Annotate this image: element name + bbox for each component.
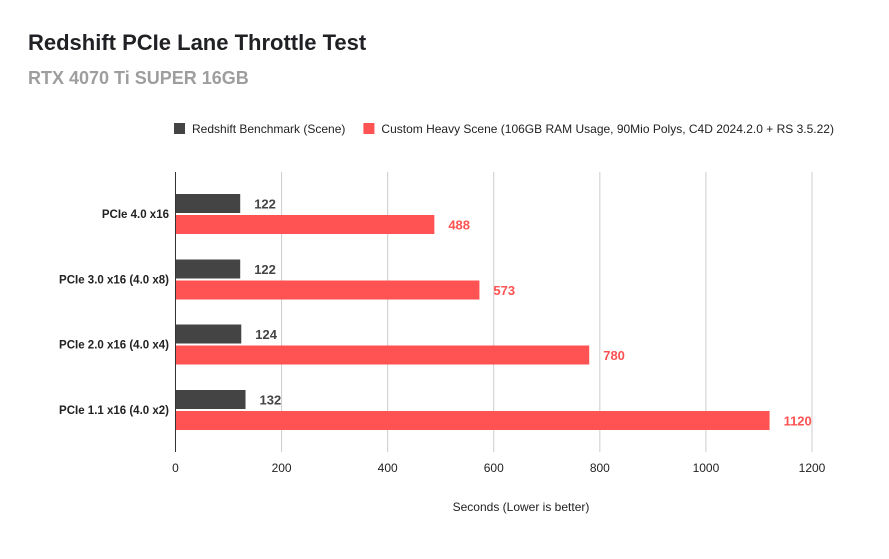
x-tick-label: 1000 xyxy=(693,461,720,475)
legend-swatch-1 xyxy=(174,123,185,134)
legend-label-2: Custom Heavy Scene (106GB RAM Usage, 90M… xyxy=(381,122,834,136)
y-category-label: PCIe 2.0 x16 (4.0 x4) xyxy=(59,340,169,352)
data-label-heavy-scene: 573 xyxy=(493,283,515,298)
data-label-benchmark: 122 xyxy=(254,262,276,277)
y-category-label: PCIe 4.0 x16 xyxy=(102,209,169,221)
x-tick-label: 200 xyxy=(272,461,292,475)
x-tick-label: 1200 xyxy=(799,461,826,475)
bar-heavy-scene xyxy=(175,345,590,365)
data-label-benchmark: 132 xyxy=(260,393,282,408)
bar-heavy-scene xyxy=(175,411,770,430)
bar-heavy-scene xyxy=(175,215,435,234)
y-category-label: PCIe 3.0 x16 (4.0 x8) xyxy=(59,275,169,287)
data-label-benchmark: 124 xyxy=(255,327,277,342)
bar-heavy-scene xyxy=(175,280,480,300)
data-label-heavy-scene: 1120 xyxy=(784,414,812,429)
x-axis-title: Seconds (Lower is better) xyxy=(453,500,590,514)
legend-label-1: Redshift Benchmark (Scene) xyxy=(192,122,345,136)
bar-benchmark xyxy=(175,390,246,409)
bar-benchmark xyxy=(175,194,241,213)
x-tick-label: 600 xyxy=(484,461,504,475)
bar-benchmark xyxy=(175,324,242,344)
y-category-label: PCIe 1.1 x16 (4.0 x2) xyxy=(59,405,169,417)
x-tick-label: 400 xyxy=(378,461,398,475)
chart-subtitle: RTX 4070 Ti SUPER 16GB xyxy=(28,68,249,88)
x-tick-label: 800 xyxy=(590,461,610,475)
legend-swatch-2 xyxy=(363,123,375,134)
data-label-heavy-scene: 488 xyxy=(448,218,470,233)
x-tick-label: 0 xyxy=(172,461,179,475)
chart-title: Redshift PCIe Lane Throttle Test xyxy=(28,30,367,55)
data-label-heavy-scene: 780 xyxy=(603,348,625,363)
data-label-benchmark: 122 xyxy=(254,197,276,212)
bar-benchmark xyxy=(175,259,241,279)
